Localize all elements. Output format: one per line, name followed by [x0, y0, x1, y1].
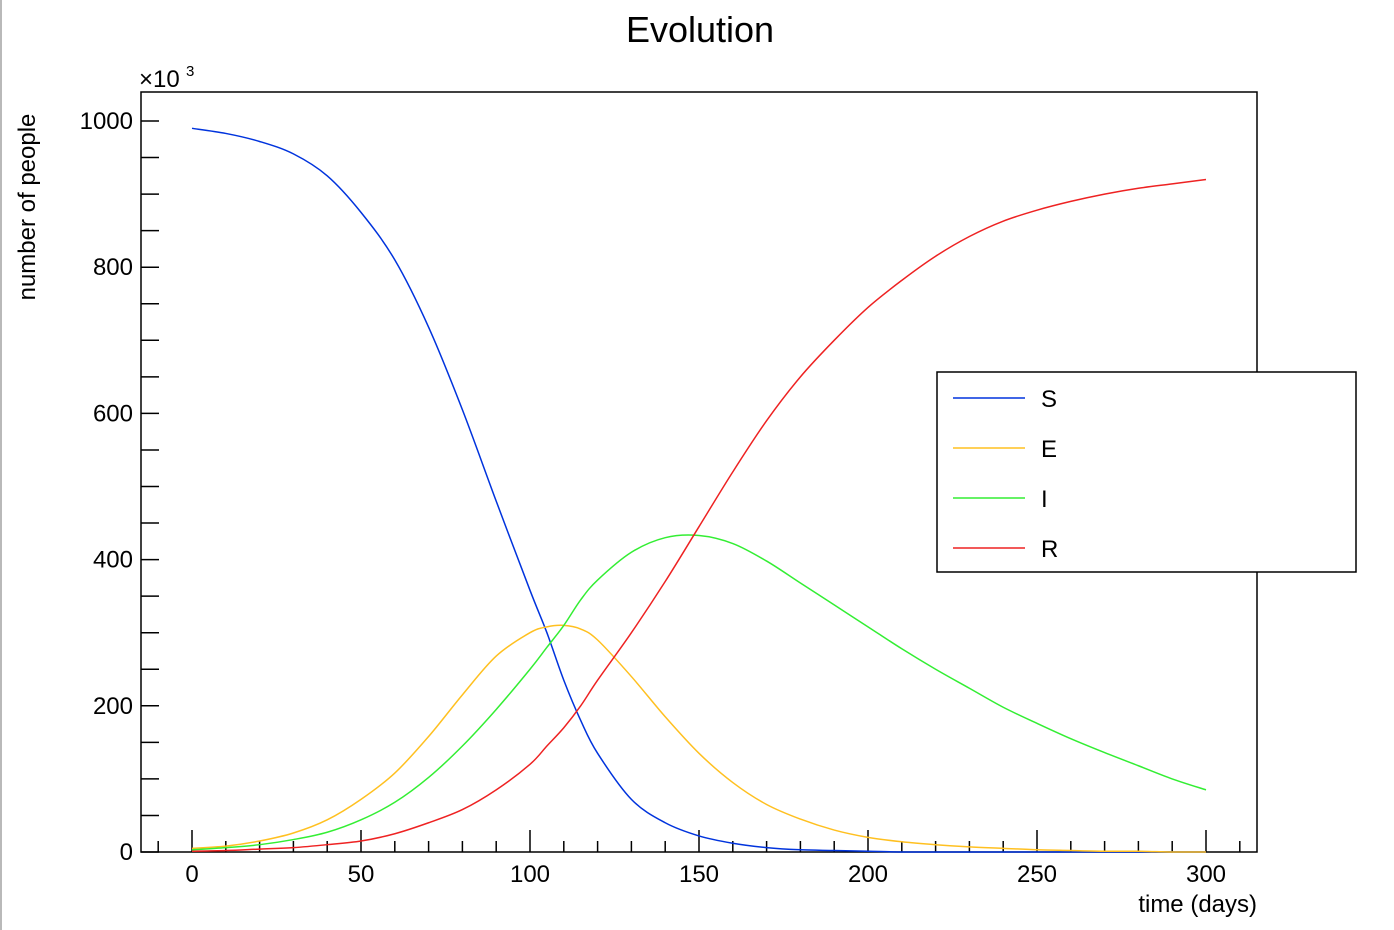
y-tick-label: 1000: [80, 108, 133, 135]
x-tick-label: 300: [1186, 861, 1226, 888]
legend-label-e: E: [1041, 436, 1057, 463]
y-tick-label: 200: [93, 693, 133, 720]
x-tick-label: 50: [348, 861, 375, 888]
legend-box: [936, 371, 1357, 573]
y-tick-label: 800: [93, 254, 133, 281]
x-tick-label: 250: [1017, 861, 1057, 888]
y-multiplier-exponent: 3: [186, 63, 194, 80]
x-axis-label: time (days): [1138, 891, 1257, 918]
x-tick-label: 100: [510, 861, 550, 888]
chart-title: Evolution: [626, 9, 774, 50]
legend-label-s: S: [1041, 386, 1057, 413]
window-left-edge: [0, 0, 2, 930]
x-tick-label: 0: [185, 861, 198, 888]
y-multiplier: ×10 3: [139, 63, 194, 93]
plot-axes: 0 200 400 600 800 1000 0 50 100 150 200 250 300: [80, 91, 1258, 888]
y-multiplier-label: ×10: [139, 66, 180, 93]
series-line-s: [191, 127, 1206, 853]
y-tick-label: 600: [93, 400, 133, 427]
y-axis-label: number of people: [14, 114, 41, 301]
series-lines: [191, 127, 1207, 853]
series-line-e: [191, 624, 1207, 853]
series-line-i: [191, 534, 1207, 851]
series-line-r: [191, 178, 1207, 853]
legend-label-i: I: [1041, 486, 1048, 513]
legend-label-r: R: [1041, 536, 1058, 563]
y-tick-label: 400: [93, 547, 133, 574]
x-tick-label: 200: [848, 861, 888, 888]
x-tick-label: 150: [679, 861, 719, 888]
y-tick-label: 0: [120, 839, 133, 866]
